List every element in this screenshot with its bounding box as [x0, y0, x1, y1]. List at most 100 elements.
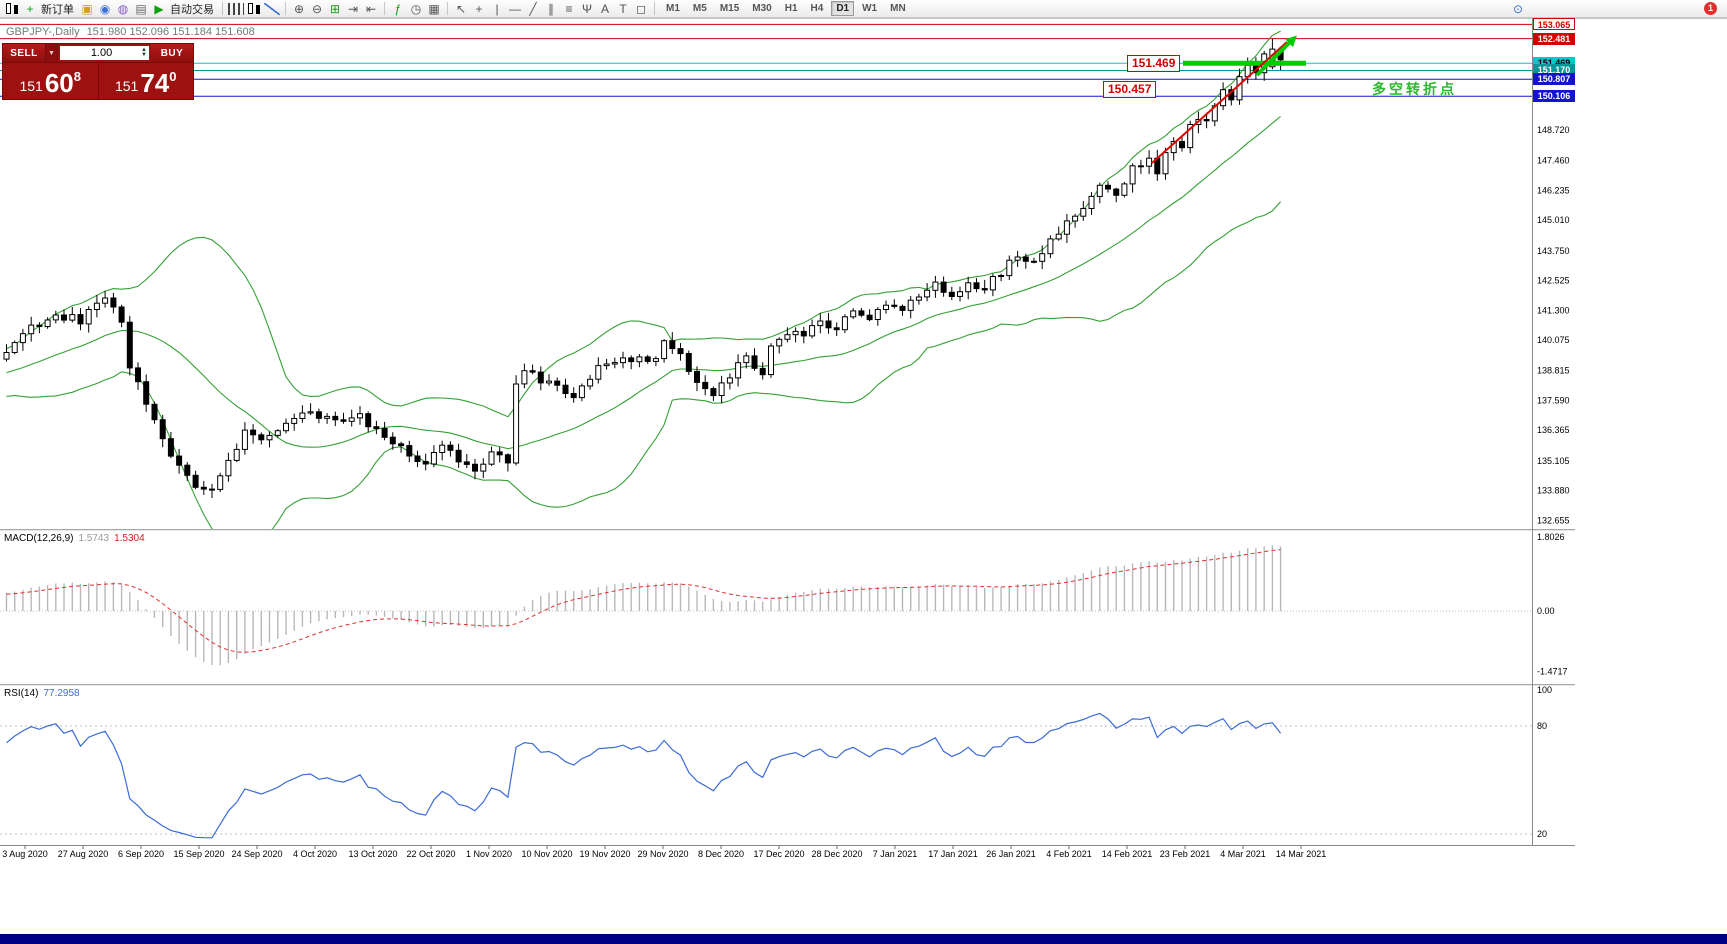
volume-input[interactable]: 1.00 ▲ ▼ — [60, 46, 149, 60]
price-scale[interactable] — [1532, 18, 1575, 845]
timeframe-d1[interactable]: D1 — [831, 1, 855, 16]
trendline-icon[interactable]: ╱ — [529, 1, 537, 16]
rsi-pane[interactable] — [0, 686, 1532, 845]
date-label: 4 Feb 2021 — [1046, 849, 1092, 859]
price-scale-label: 136.365 — [1537, 425, 1570, 435]
sell-price[interactable]: 151 60 8 — [3, 63, 98, 99]
one-click-price-row: 151 60 8 151 74 0 — [3, 63, 193, 99]
date-label: 14 Mar 2021 — [1276, 849, 1327, 859]
templates-icon[interactable]: ▦ — [428, 1, 440, 16]
price-scale-label: 140.075 — [1537, 335, 1570, 345]
new-chart-icon[interactable] — [4, 2, 20, 16]
chevron-down-icon: ▼ — [48, 49, 55, 57]
channel-icon[interactable]: ∥ — [548, 1, 554, 16]
macd-plot — [0, 545, 1532, 666]
new-order-button-label[interactable]: 新订单 — [41, 3, 74, 16]
zoom-out-icon[interactable]: ⊖ — [311, 1, 323, 16]
macd-scale-label: 0.00 — [1537, 606, 1555, 616]
bid-prefix: 151 — [19, 78, 43, 94]
price-scale-label: 147.460 — [1537, 156, 1570, 166]
date-label: 14 Feb 2021 — [1102, 849, 1153, 859]
pivot-annotation[interactable]: 多空转折点 — [1372, 81, 1457, 97]
macd-main-value: 1.5743 — [78, 533, 110, 544]
candlestick-chart-icon[interactable] — [246, 2, 262, 16]
notification-badge[interactable]: 1 — [1704, 2, 1717, 15]
tile-windows-icon[interactable]: ⊞ — [329, 1, 341, 16]
indicators-icon[interactable]: ƒ — [394, 1, 402, 16]
line-chart-icon[interactable] — [264, 2, 280, 15]
autotrade-button-label[interactable]: 自动交易 — [170, 3, 214, 16]
rsi-scale-label: 80 — [1537, 721, 1547, 731]
date-label: 10 Nov 2020 — [521, 849, 572, 859]
chart-ohlc-values: 151.980 152.096 151.184 151.608 — [86, 26, 255, 38]
andrews-pitchfork-icon[interactable]: Ψ — [581, 1, 593, 16]
fibonacci-icon[interactable]: ≡ — [565, 1, 573, 16]
rsi-value: 77.2958 — [43, 688, 80, 699]
support-price-label[interactable]: 150.457 — [1103, 81, 1157, 98]
horizontal-line-icon[interactable]: — — [509, 1, 521, 16]
price-scale-label: 148.720 — [1537, 125, 1570, 135]
price-scale-label: 133.880 — [1537, 486, 1570, 496]
terminal-icon[interactable]: ▤ — [135, 1, 147, 16]
bottom-bar — [0, 934, 1727, 944]
sell-button[interactable]: SELL — [3, 44, 45, 62]
timeframe-m5[interactable]: M5 — [692, 3, 707, 14]
navigator-icon[interactable]: ◍ — [117, 1, 129, 16]
price-scale-label: 141.300 — [1537, 305, 1570, 315]
vertical-line-icon[interactable]: | — [495, 1, 499, 16]
timeframe-m1[interactable]: M1 — [666, 3, 680, 14]
data-window-icon[interactable]: ◉ — [99, 1, 111, 16]
macd-pane[interactable] — [0, 531, 1532, 684]
toolbar-right: ⊙ 1 — [1510, 1, 1723, 17]
price-scale-label: 142.525 — [1537, 276, 1570, 286]
timeframe-mn[interactable]: MN — [890, 3, 906, 14]
up-arrow-head — [1285, 35, 1297, 48]
date-label: 17 Dec 2020 — [753, 849, 804, 859]
cursor-icon[interactable]: ↖ — [455, 1, 467, 16]
date-label: 26 Jan 2021 — [986, 849, 1036, 859]
price-scale-label: 135.105 — [1537, 456, 1570, 466]
crosshair-icon[interactable]: + — [475, 1, 483, 16]
price-tag-152481: 152.481 — [1533, 33, 1575, 45]
text-icon[interactable]: A — [600, 1, 609, 16]
chart-main-area[interactable] — [0, 18, 1532, 529]
macd-scale-label: 1.8026 — [1537, 532, 1565, 542]
arrows-icon[interactable]: ◻ — [636, 1, 646, 16]
zoom-in-icon[interactable]: ⊕ — [293, 1, 305, 16]
buy-button[interactable]: BUY — [151, 44, 193, 62]
timeframe-w1[interactable]: W1 — [862, 3, 878, 14]
new-order-button[interactable]: + — [26, 1, 34, 16]
market-watch-icon[interactable]: ▣ — [81, 1, 93, 16]
macd-signal-value: 1.5304 — [114, 533, 145, 544]
chart-symbol-period: GBPJPY-,Daily — [6, 26, 80, 38]
timeframe-h1[interactable]: H1 — [784, 3, 798, 14]
bar-chart-icon[interactable] — [228, 2, 244, 15]
time-axis[interactable] — [0, 845, 1532, 859]
autotrade-button[interactable]: ▶ — [154, 1, 164, 16]
macd-label: MACD(12,26,9) 1.5743 1.5304 — [4, 533, 150, 544]
timeframe-m15[interactable]: M15 — [719, 3, 740, 14]
buy-price[interactable]: 151 74 0 — [99, 63, 194, 99]
price-scale-label: 143.750 — [1537, 246, 1570, 256]
chart-shift-icon[interactable]: ⇤ — [365, 1, 377, 16]
date-label: 4 Mar 2021 — [1220, 849, 1266, 859]
volume-stepper[interactable]: ▲ ▼ — [141, 47, 147, 58]
auto-scroll-icon[interactable]: ⇥ — [347, 1, 359, 16]
rsi-label: RSI(14) 77.2958 — [4, 688, 85, 699]
timeframe-m30[interactable]: M30 — [752, 3, 772, 14]
date-label: 7 Jan 2021 — [873, 849, 918, 859]
chart-objects[interactable] — [1151, 35, 1306, 164]
chart-title-bar: GBPJPY-,Daily 151.980 152.096 151.184 151… — [6, 26, 255, 38]
toolbar-separator — [222, 2, 223, 15]
volume-value: 1.00 — [90, 47, 113, 59]
periods-icon[interactable]: ◷ — [410, 1, 422, 16]
timeframe-h4[interactable]: H4 — [810, 3, 824, 14]
search-icon[interactable]: ⊙ — [1512, 1, 1524, 16]
price-scale-label: 138.815 — [1537, 366, 1570, 376]
date-label: 8 Dec 2020 — [698, 849, 744, 859]
up-arrow-line — [1255, 41, 1291, 77]
order-type-dropdown[interactable]: ▼ — [45, 44, 58, 62]
text-label-icon[interactable]: T — [619, 1, 627, 16]
resistance-price-label[interactable]: 151.469 — [1127, 55, 1181, 72]
